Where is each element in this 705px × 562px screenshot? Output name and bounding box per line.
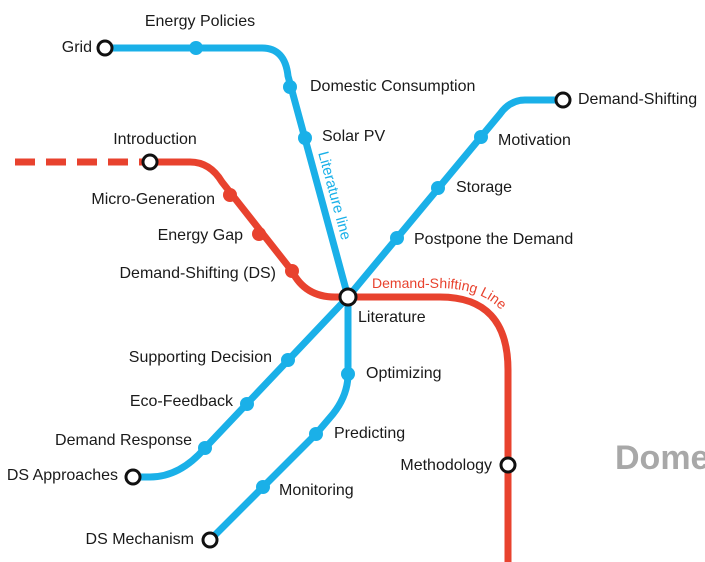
section-label: Dome — [615, 439, 705, 477]
station — [252, 227, 266, 241]
station-label: Storage — [456, 179, 512, 196]
station-label: Methodology — [400, 457, 492, 474]
station-label: Demand-Shifting — [578, 91, 697, 108]
station — [298, 131, 312, 145]
interchange — [338, 287, 358, 307]
station-label: DS Mechanism — [86, 531, 194, 548]
cross-line-track — [133, 96, 563, 481]
terminal — [124, 468, 142, 486]
terminal — [96, 39, 114, 57]
station — [285, 264, 299, 278]
station-label: Predicting — [334, 425, 405, 442]
station — [256, 480, 270, 494]
station — [431, 181, 445, 195]
station-label: Monitoring — [279, 482, 354, 499]
terminal — [554, 91, 572, 109]
station-label: Postpone the Demand — [414, 231, 573, 248]
station-label: Micro-Generation — [91, 191, 215, 208]
station-label: Supporting Decision — [129, 349, 272, 366]
station — [189, 41, 203, 55]
station-label: Demand-Shifting (DS) — [120, 265, 277, 282]
station — [223, 188, 237, 202]
station-label: Solar PV — [322, 128, 385, 145]
terminal — [201, 531, 219, 549]
demand-shifting-line-track — [150, 158, 512, 562]
station — [341, 367, 355, 381]
station — [240, 397, 254, 411]
station-label: DS Approaches — [7, 467, 118, 484]
literature-line-track — [105, 44, 352, 543]
station — [198, 441, 212, 455]
station-label: Domestic Consumption — [310, 78, 475, 95]
station — [281, 353, 295, 367]
station-label: Literature — [358, 309, 426, 326]
terminal — [141, 153, 159, 171]
station-label: Energy Policies — [145, 13, 255, 30]
station-label: Introduction — [113, 131, 197, 148]
station — [309, 427, 323, 441]
station-label: Optimizing — [366, 365, 442, 382]
station-label: Energy Gap — [158, 227, 243, 244]
station — [474, 130, 488, 144]
station-label: Demand Response — [55, 432, 192, 449]
terminal — [499, 456, 517, 474]
station-label: Eco-Feedback — [130, 393, 234, 410]
station-label: Grid — [62, 39, 92, 56]
station — [283, 80, 297, 94]
station — [390, 231, 404, 245]
station-label: Motivation — [498, 132, 571, 149]
